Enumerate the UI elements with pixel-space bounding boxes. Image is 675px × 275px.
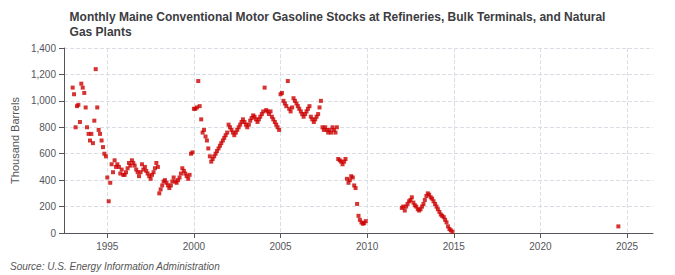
svg-text:Monthly Maine Conventional Mot: Monthly Maine Conventional Motor Gasolin… xyxy=(70,10,606,24)
svg-text:1,400: 1,400 xyxy=(31,43,56,54)
svg-text:2000: 2000 xyxy=(183,241,206,252)
svg-text:1,000: 1,000 xyxy=(31,95,56,106)
svg-text:Source: U.S. Energy Informatio: Source: U.S. Energy Information Administ… xyxy=(10,261,220,272)
svg-text:600: 600 xyxy=(39,148,56,159)
svg-text:200: 200 xyxy=(39,201,56,212)
svg-text:1,200: 1,200 xyxy=(31,69,56,80)
svg-text:Thousand Barrels: Thousand Barrels xyxy=(9,97,21,184)
svg-text:2005: 2005 xyxy=(269,241,292,252)
svg-text:400: 400 xyxy=(39,175,56,186)
svg-text:2010: 2010 xyxy=(356,241,379,252)
svg-text:2020: 2020 xyxy=(529,241,552,252)
svg-text:1995: 1995 xyxy=(96,241,119,252)
svg-text:Gas Plants: Gas Plants xyxy=(70,25,132,39)
svg-text:0: 0 xyxy=(50,228,56,239)
svg-text:2025: 2025 xyxy=(616,241,639,252)
svg-text:2015: 2015 xyxy=(443,241,466,252)
svg-text:800: 800 xyxy=(39,122,56,133)
